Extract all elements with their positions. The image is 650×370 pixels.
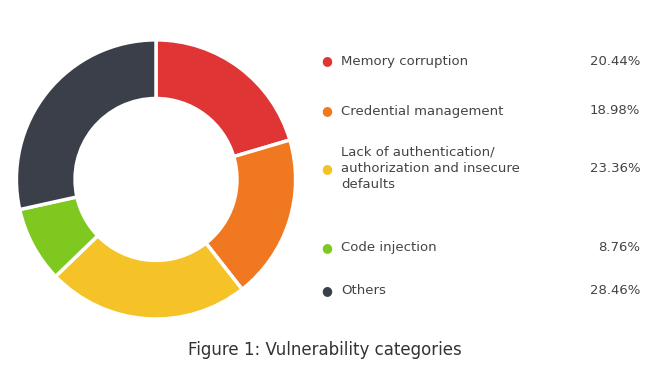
Text: 23.36%: 23.36% xyxy=(590,162,640,175)
Text: 28.46%: 28.46% xyxy=(590,284,640,297)
Text: ●: ● xyxy=(322,54,333,68)
Text: ●: ● xyxy=(322,162,333,175)
Wedge shape xyxy=(206,140,296,289)
Text: ●: ● xyxy=(322,284,333,297)
Text: Lack of authentication/
authorization and insecure
defaults: Lack of authentication/ authorization an… xyxy=(341,146,520,191)
Text: 8.76%: 8.76% xyxy=(598,241,640,255)
Wedge shape xyxy=(16,40,156,209)
Text: Code injection: Code injection xyxy=(341,241,437,255)
Text: Credential management: Credential management xyxy=(341,104,504,118)
Text: Others: Others xyxy=(341,284,386,297)
Text: ●: ● xyxy=(322,104,333,118)
Text: Figure 1: Vulnerability categories: Figure 1: Vulnerability categories xyxy=(188,341,462,359)
Text: 20.44%: 20.44% xyxy=(590,54,640,68)
Text: ●: ● xyxy=(322,241,333,255)
Wedge shape xyxy=(55,236,242,319)
Wedge shape xyxy=(20,197,98,276)
Text: 18.98%: 18.98% xyxy=(590,104,640,118)
Text: Memory corruption: Memory corruption xyxy=(341,54,469,68)
Wedge shape xyxy=(156,40,290,157)
